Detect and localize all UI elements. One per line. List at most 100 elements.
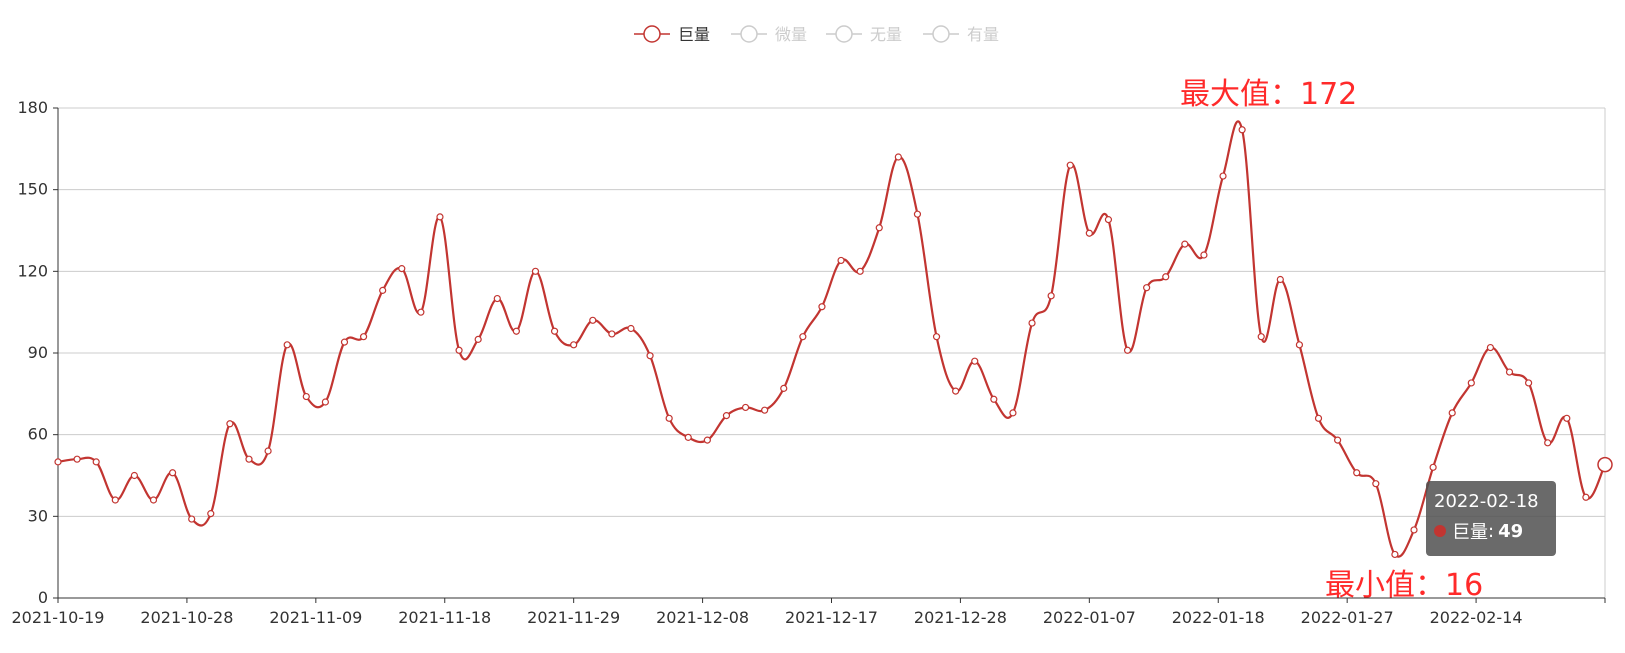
data-point-59[interactable] <box>1181 240 1189 248</box>
data-point-20[interactable] <box>436 213 444 221</box>
data-point-47[interactable] <box>952 387 960 395</box>
data-point-17[interactable] <box>379 286 387 294</box>
data-point-44[interactable] <box>894 153 902 161</box>
data-point-63[interactable] <box>1257 333 1265 341</box>
data-point-72[interactable] <box>1429 463 1437 471</box>
data-point-14[interactable] <box>321 398 329 406</box>
data-point-51[interactable] <box>1028 319 1036 327</box>
data-point-43[interactable] <box>875 224 883 232</box>
legend-item-巨量[interactable]: 巨量 <box>634 25 710 44</box>
data-point-48[interactable] <box>971 357 979 365</box>
data-point-56[interactable] <box>1123 346 1132 354</box>
data-point-35[interactable] <box>722 412 731 420</box>
data-point-55[interactable] <box>1104 216 1113 224</box>
data-point-74[interactable] <box>1467 379 1475 387</box>
data-point-28[interactable] <box>589 316 597 324</box>
data-point-27[interactable] <box>570 341 578 349</box>
data-point-15[interactable] <box>340 338 349 346</box>
data-point-76[interactable] <box>1505 368 1514 376</box>
data-point-11[interactable] <box>264 447 272 455</box>
data-point-2[interactable] <box>92 458 100 466</box>
data-point-7[interactable] <box>188 515 196 523</box>
data-point-50[interactable] <box>1009 409 1017 417</box>
data-point-79[interactable] <box>1563 414 1571 422</box>
legend-circle-icon <box>740 25 758 43</box>
data-point-70[interactable] <box>1391 550 1399 559</box>
data-point-33[interactable] <box>684 433 692 441</box>
data-point-9[interactable] <box>226 420 234 428</box>
data-point-21[interactable] <box>455 346 463 354</box>
data-point-41[interactable] <box>837 256 845 265</box>
data-point-54[interactable] <box>1085 229 1093 237</box>
data-point-16[interactable] <box>359 333 368 341</box>
data-point-32[interactable] <box>665 414 673 422</box>
data-point-37[interactable] <box>761 406 769 414</box>
data-point-62[interactable] <box>1238 126 1246 134</box>
data-point-80[interactable] <box>1582 493 1590 501</box>
data-point-39[interactable] <box>799 333 807 341</box>
x-tick-label-2022-01-07: 2022-01-07 <box>1043 608 1136 627</box>
data-point-49[interactable] <box>990 395 998 403</box>
data-point-68[interactable] <box>1353 469 1361 477</box>
legend[interactable]: 巨量 微量 无量 有量 <box>634 25 999 44</box>
data-point-13[interactable] <box>302 392 310 401</box>
y-tick-label-60: 60 <box>28 425 48 444</box>
data-point-38[interactable] <box>780 384 788 392</box>
data-point-52[interactable] <box>1047 292 1055 300</box>
data-point-6[interactable] <box>168 469 177 477</box>
data-points[interactable] <box>54 126 1613 559</box>
data-point-61[interactable] <box>1219 172 1227 180</box>
tooltip-date: 2022-02-18 <box>1434 491 1539 512</box>
data-point-3[interactable] <box>111 496 119 504</box>
data-point-53[interactable] <box>1066 161 1074 169</box>
data-point-40[interactable] <box>818 303 826 311</box>
data-point-60[interactable] <box>1200 251 1208 259</box>
data-point-57[interactable] <box>1143 284 1151 292</box>
tooltip-series-dot <box>1434 525 1446 537</box>
data-point-22[interactable] <box>474 335 482 343</box>
data-point-10[interactable] <box>245 455 253 463</box>
data-point-69[interactable] <box>1372 480 1380 488</box>
y-tick-label-0: 0 <box>38 588 48 607</box>
y-tick-label-90: 90 <box>28 343 48 362</box>
x-tick-label-2021-11-09: 2021-11-09 <box>269 608 362 627</box>
data-point-1[interactable] <box>73 455 81 463</box>
y-tick-label-180: 180 <box>17 98 48 117</box>
data-point-0[interactable] <box>54 458 62 466</box>
data-point-45[interactable] <box>913 210 922 218</box>
data-point-29[interactable] <box>608 330 616 338</box>
data-point-66[interactable] <box>1314 414 1323 422</box>
legend-item-无量[interactable]: 无量 <box>826 25 902 44</box>
legend-circle-icon <box>643 25 661 43</box>
data-point-36[interactable] <box>741 403 750 412</box>
legend-item-有量[interactable]: 有量 <box>923 25 999 44</box>
data-point-25[interactable] <box>531 267 540 275</box>
data-point-67[interactable] <box>1334 436 1342 444</box>
data-point-75[interactable] <box>1486 343 1495 352</box>
data-point-23[interactable] <box>493 294 501 303</box>
data-point-42[interactable] <box>856 267 864 275</box>
data-point-73[interactable] <box>1448 409 1456 417</box>
data-point-77[interactable] <box>1525 379 1533 387</box>
data-point-30[interactable] <box>627 324 635 333</box>
legend-item-微量[interactable]: 微量 <box>731 25 807 44</box>
x-axis: 2021-10-19 2021-10-28 2021-11-09 2021-11-18… <box>12 597 1606 627</box>
data-point-34[interactable] <box>703 436 711 444</box>
data-point-58[interactable] <box>1162 273 1170 281</box>
data-point-5[interactable] <box>149 496 158 504</box>
data-point-65[interactable] <box>1295 341 1304 349</box>
data-point-81[interactable] <box>1597 456 1613 473</box>
data-point-78[interactable] <box>1544 439 1552 447</box>
data-point-64[interactable] <box>1276 275 1284 284</box>
data-point-12[interactable] <box>283 341 291 349</box>
data-point-18[interactable] <box>398 265 406 273</box>
max-value-annotation: 最大值：172 <box>1180 77 1357 112</box>
data-point-8[interactable] <box>207 510 215 518</box>
data-point-31[interactable] <box>646 352 654 360</box>
data-point-71[interactable] <box>1410 526 1418 534</box>
data-point-4[interactable] <box>130 471 138 480</box>
data-point-46[interactable] <box>932 333 941 341</box>
data-point-26[interactable] <box>550 327 559 335</box>
data-point-24[interactable] <box>512 327 520 335</box>
data-point-19[interactable] <box>417 308 425 316</box>
